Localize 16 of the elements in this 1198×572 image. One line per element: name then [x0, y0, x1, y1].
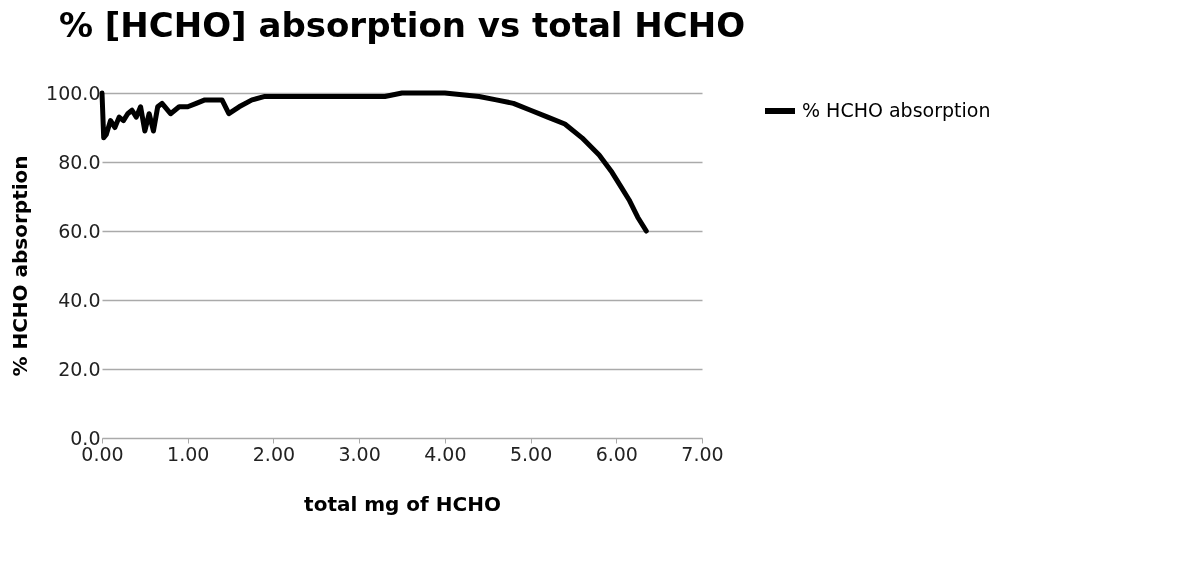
chart-title: % [HCHO] absorption vs total HCHO	[58, 5, 746, 45]
legend-label: % HCHO absorption	[802, 99, 991, 121]
y-tick-label: 60.0	[58, 219, 101, 242]
x-tick-label: 3.00	[338, 442, 381, 465]
y-tick-label: 20.0	[58, 357, 101, 380]
x-tick-label: 1.00	[167, 442, 210, 465]
x-tick-label: 7.00	[681, 442, 724, 465]
x-tick-label: 2.00	[252, 442, 296, 465]
x-axis-title: total mg of HCHO	[304, 491, 501, 516]
y-axis-title: % HCHO absorption	[8, 155, 33, 377]
x-tick-label: 4.00	[424, 442, 467, 465]
x-tick-label: 5.00	[509, 442, 553, 465]
x-tick-label: 6.00	[595, 442, 638, 465]
y-tick-label: 100.0	[46, 81, 101, 104]
y-tick-label: 40.0	[58, 288, 101, 311]
y-tick-label: 80.0	[58, 150, 101, 173]
